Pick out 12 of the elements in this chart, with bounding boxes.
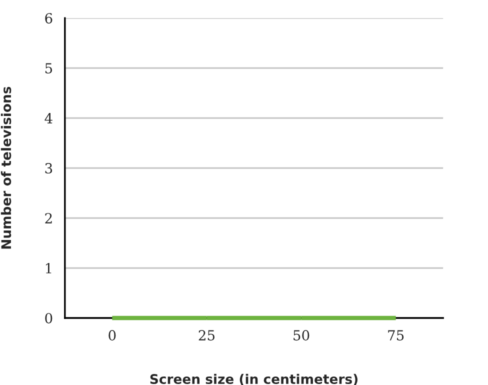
- y-tick-label: 1: [46, 262, 52, 274]
- y-tick-label: 3: [45, 163, 52, 174]
- x-tick-label: 25: [198, 330, 214, 341]
- y-tick-label: 4: [44, 113, 52, 124]
- y-tick-label: 5: [45, 63, 52, 74]
- y-tick-label: 0: [45, 312, 52, 324]
- x-tick-label: 0: [108, 330, 116, 341]
- y-tick-label: 6: [45, 13, 52, 24]
- y-tick-label: 2: [45, 213, 52, 224]
- x-tick-label: 50: [294, 330, 310, 341]
- x-tick-label: 75: [388, 330, 404, 341]
- y-axis-title: Number of televisions: [0, 86, 12, 249]
